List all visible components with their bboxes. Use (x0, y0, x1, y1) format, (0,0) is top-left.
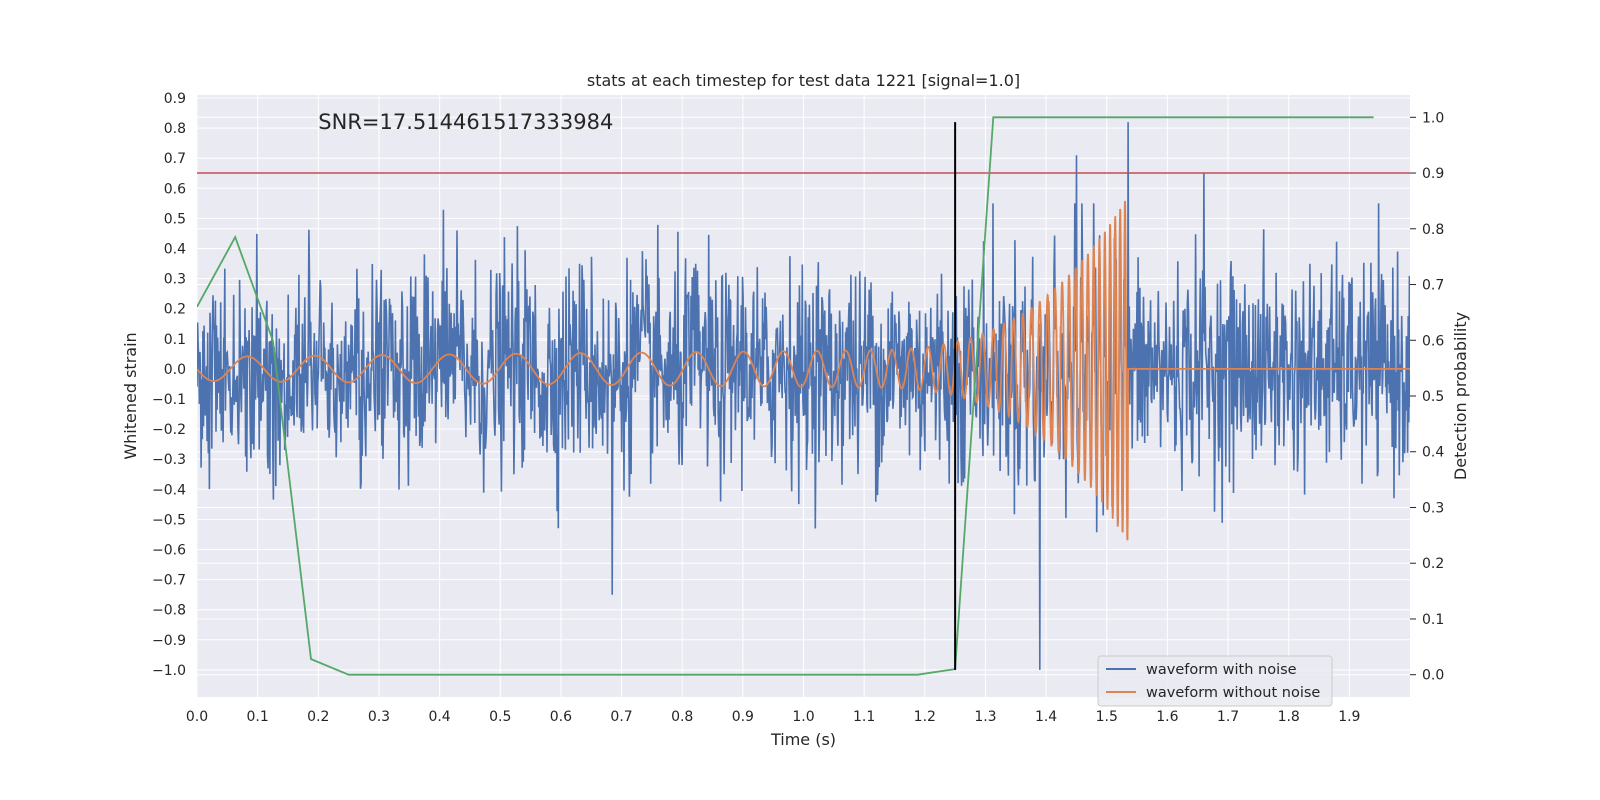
right-tick-label: 0.4 (1422, 445, 1444, 461)
x-tick-label: 0.6 (550, 709, 572, 725)
y-axis-ticks: 0.9 0.8 0.7 0.6 0.5 0.4 0.3 0.2 0.1 0.0 −0.1 −0.2 −0… (152, 91, 186, 679)
right-tick-label: 0.6 (1422, 333, 1444, 349)
legend-box (1097, 655, 1333, 707)
x-tick-label: 0.4 (428, 709, 450, 725)
y-tick-label: 0.5 (164, 211, 186, 227)
legend: waveform with noise waveform without noi… (1097, 655, 1333, 707)
x-axis-ticks: 0.0 0.1 0.2 0.3 0.4 0.5 0.6 0.7 0.8 0.9 1.0 1.1 1.2 1… (186, 709, 1361, 725)
y-tick-label: 0.9 (164, 91, 186, 107)
y-tick-label: −1.0 (152, 663, 186, 679)
right-tick-label: 0.0 (1422, 668, 1444, 684)
right-tick-label: 0.1 (1422, 612, 1444, 628)
x-tick-label: 1.3 (974, 709, 996, 725)
chart-title: stats at each timestep for test data 122… (587, 71, 1020, 90)
x-tick-label: 0.8 (671, 709, 693, 725)
right-tick-label: 0.2 (1422, 556, 1444, 572)
legend-label-noise: waveform with noise (1146, 662, 1297, 678)
legend-label-clean: waveform without noise (1146, 685, 1320, 701)
x-tick-label: 1.6 (1156, 709, 1178, 725)
y-tick-label: 0.0 (164, 362, 186, 378)
y-tick-label: 0.6 (164, 181, 186, 197)
x-tick-label: 0.0 (186, 709, 208, 725)
y-tick-label: −0.6 (152, 543, 186, 559)
right-tick-label: 1.0 (1422, 110, 1444, 126)
x-tick-label: 0.2 (307, 709, 329, 725)
x-tick-label: 0.5 (489, 709, 511, 725)
x-tick-label: 1.1 (853, 709, 875, 725)
y-tick-label: −0.5 (152, 512, 186, 528)
x-tick-label: 1.5 (1096, 709, 1118, 725)
y-tick-label: 0.1 (164, 332, 186, 348)
snr-annotation: SNR=17.514461517333984 (318, 110, 613, 134)
series-clip-group (197, 116, 1410, 676)
right-axis-label: Detection probability (1451, 312, 1470, 480)
y-tick-label: −0.2 (152, 422, 186, 438)
right-tick-label: 0.7 (1422, 278, 1444, 294)
x-tick-label: 1.7 (1217, 709, 1239, 725)
y-tick-label: −0.9 (152, 633, 186, 649)
right-tick-label: 0.8 (1422, 222, 1444, 238)
y-axis-label: Whitened strain (121, 332, 140, 459)
y-tick-label: −0.3 (152, 452, 186, 468)
y-tick-label: 0.3 (164, 272, 186, 288)
series-layer (197, 116, 1410, 676)
y-tick-label: 0.8 (164, 121, 186, 137)
x-tick-label: 0.1 (247, 709, 269, 725)
y-tick-label: −0.7 (152, 573, 186, 589)
right-tick-label: 0.3 (1422, 500, 1444, 516)
y-tick-label: −0.4 (152, 482, 186, 498)
right-tick-label: 0.9 (1422, 166, 1444, 182)
series-line-detection-probability (197, 116, 1374, 676)
x-tick-label: 0.9 (732, 709, 754, 725)
x-axis-label: Time (s) (770, 730, 836, 749)
x-tick-label: 0.7 (610, 709, 632, 725)
right-tick-label: 0.5 (1422, 389, 1444, 405)
y-tick-label: 0.4 (164, 242, 186, 258)
y-tick-label: −0.1 (152, 392, 186, 408)
x-tick-label: 0.3 (368, 709, 390, 725)
series-line-waveform-with-noise (197, 122, 1410, 670)
right-axis-ticks: 1.0 0.9 0.8 0.7 0.6 0.5 0.4 0.3 0.2 0.1 0.0 (1410, 110, 1444, 684)
x-tick-label: 1.4 (1035, 709, 1057, 725)
y-tick-label: 0.2 (164, 302, 186, 318)
y-tick-label: −0.8 (152, 603, 186, 619)
series-line-waveform-without-noise (197, 200, 1410, 541)
x-tick-label: 1.0 (792, 709, 814, 725)
x-tick-label: 1.8 (1278, 709, 1300, 725)
x-tick-label: 1.9 (1338, 709, 1360, 725)
y-tick-label: 0.7 (164, 151, 186, 167)
x-tick-label: 1.2 (914, 709, 936, 725)
